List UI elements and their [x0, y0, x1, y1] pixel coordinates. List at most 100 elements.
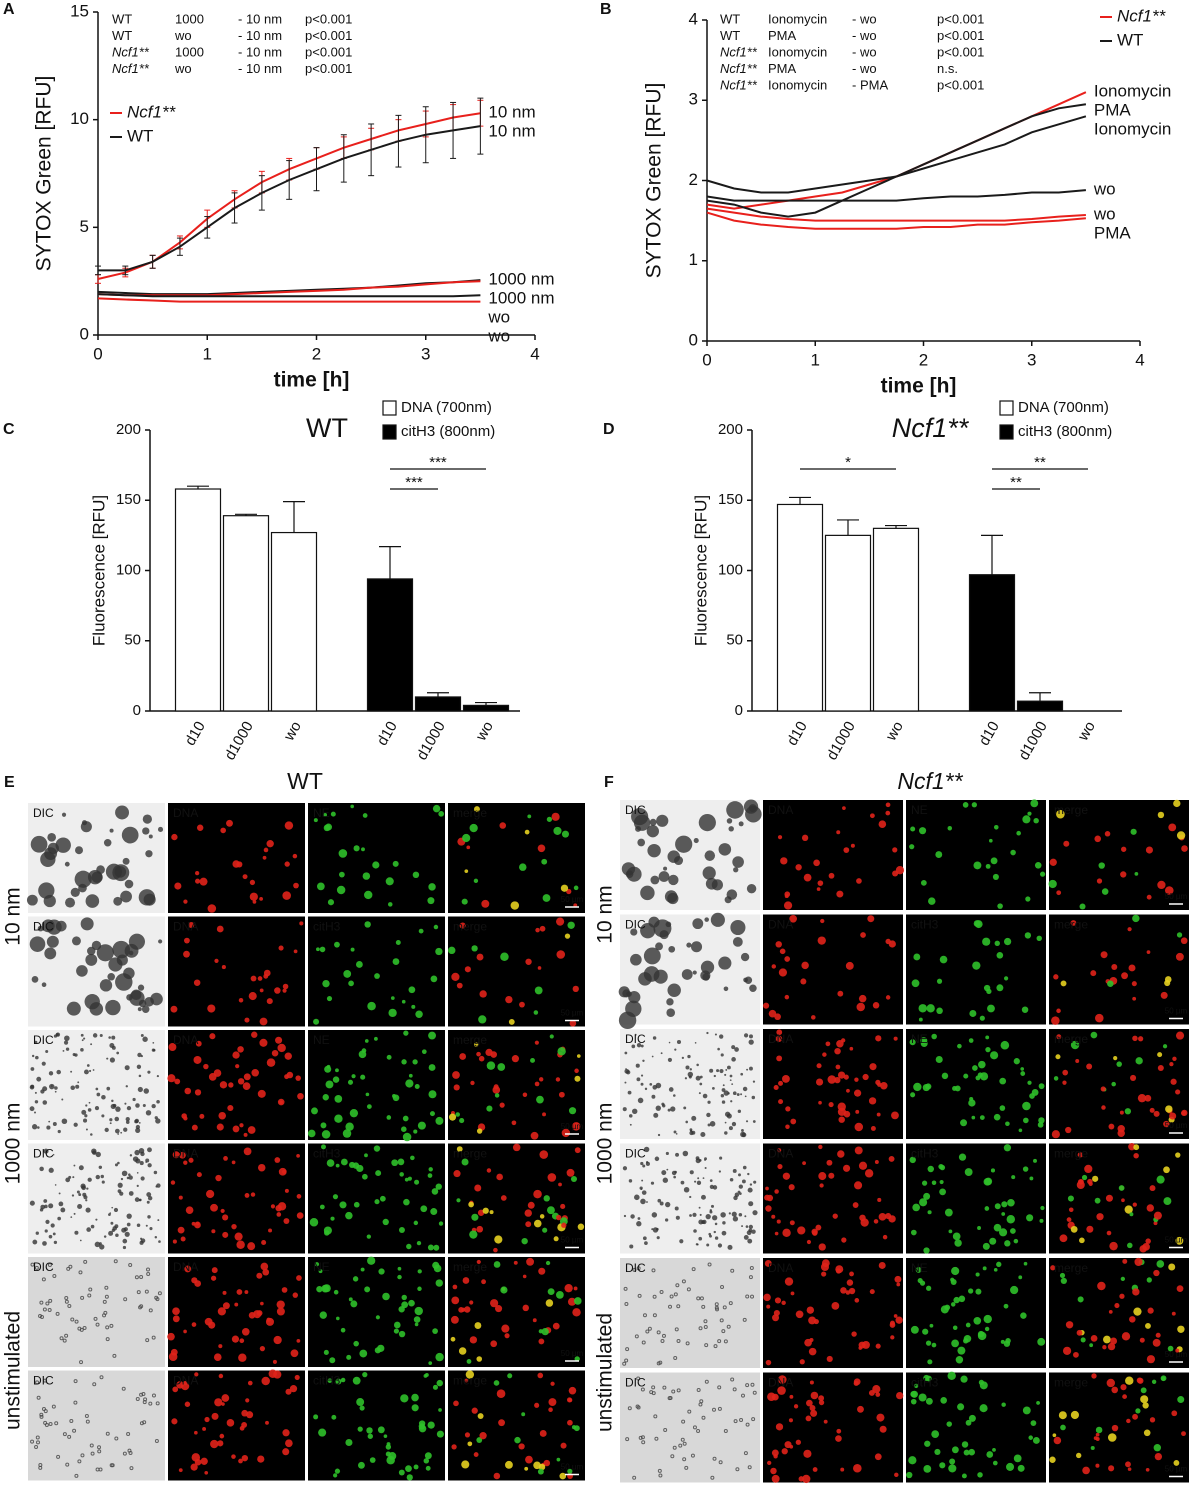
- series-line: [706, 189, 1086, 202]
- channel-label: merge: [453, 1147, 487, 1161]
- cell: [574, 1122, 581, 1129]
- dic-speck: [117, 1161, 120, 1165]
- cell: [1153, 1211, 1162, 1220]
- dic-speck: [81, 820, 88, 826]
- cell: [222, 1231, 229, 1238]
- cell: [172, 1307, 180, 1316]
- dic-speck: [63, 1040, 69, 1045]
- cell: [993, 1223, 1002, 1232]
- dic-speck: [722, 1305, 727, 1310]
- dic-speck: [710, 1204, 715, 1208]
- cell: [490, 1340, 498, 1348]
- dic-speck: [75, 1084, 80, 1089]
- dic-speck: [86, 1064, 90, 1067]
- cell: [819, 1183, 824, 1188]
- cell: [556, 1457, 561, 1462]
- cell: [781, 1074, 790, 1083]
- dic-speck: [732, 1091, 737, 1096]
- cell: [778, 968, 788, 977]
- dic-speck: [637, 1217, 641, 1220]
- dic-speck: [115, 1106, 121, 1112]
- cell: [931, 1342, 937, 1348]
- micrograph: DIC: [28, 1257, 165, 1367]
- cell: [574, 1075, 581, 1082]
- cell: [537, 1468, 544, 1475]
- cell: [432, 1384, 438, 1390]
- cell: [1138, 1036, 1144, 1042]
- bar: [462, 704, 510, 712]
- dic-speck: [39, 1412, 44, 1417]
- cell: [382, 1292, 390, 1301]
- cell: [795, 864, 802, 871]
- cell: [556, 917, 565, 926]
- cell: [1101, 1105, 1106, 1110]
- cell: [184, 1401, 191, 1407]
- dic-speck: [622, 989, 631, 998]
- dic-speck: [62, 1049, 65, 1052]
- channel-label: merge: [453, 1374, 487, 1388]
- dic-speck: [718, 843, 732, 856]
- cell: [1056, 1008, 1061, 1014]
- cell: [231, 1454, 236, 1459]
- cell: [878, 1212, 887, 1221]
- dic-speck: [43, 1148, 49, 1154]
- cell: [553, 826, 562, 835]
- dic-speck: [689, 1195, 692, 1199]
- cell: [1003, 1144, 1012, 1152]
- dic-speck: [121, 826, 139, 844]
- dic-speck: [139, 1275, 144, 1280]
- cell: [934, 1448, 941, 1456]
- cell: [366, 1234, 371, 1239]
- significance-label: ***: [405, 474, 423, 491]
- cell: [931, 1180, 937, 1185]
- dic-speck: [43, 1199, 48, 1203]
- cell: [764, 1259, 772, 1267]
- cell: [289, 1385, 298, 1393]
- cell: [805, 1415, 812, 1422]
- stats-text: Ionomycin: [768, 44, 827, 59]
- dic-speck: [670, 1106, 676, 1112]
- dic-speck: [111, 1206, 114, 1209]
- cell: [481, 899, 490, 908]
- micrograph: DNA: [763, 1143, 903, 1254]
- cell: [284, 861, 290, 867]
- dic-speck: [644, 1087, 648, 1091]
- micrograph-bg: [448, 803, 585, 913]
- cell: [451, 972, 460, 981]
- dic-speck: [658, 1473, 663, 1478]
- legend-label: citH3 (800nm): [401, 423, 495, 440]
- cell: [958, 1153, 967, 1161]
- scale-label: 50 µm: [1165, 1465, 1188, 1474]
- cell: [450, 1315, 459, 1324]
- dic-speck: [70, 1216, 73, 1218]
- dic-speck: [146, 1200, 150, 1204]
- cell: [1167, 1345, 1174, 1352]
- cell: [234, 1232, 243, 1241]
- cell: [1129, 1316, 1136, 1323]
- cell: [879, 1425, 887, 1433]
- cell: [910, 1398, 917, 1405]
- dic-speck: [110, 1103, 116, 1110]
- dic-speck: [636, 1376, 641, 1381]
- dic-speck: [722, 1221, 726, 1225]
- cell: [809, 1380, 814, 1385]
- stats-text: p<0.001: [305, 11, 352, 26]
- cell: [895, 866, 905, 875]
- cell: [470, 1080, 475, 1086]
- channel-label: DNA: [173, 806, 198, 820]
- micrograph: DIC: [620, 1143, 760, 1254]
- dic-speck: [147, 1195, 153, 1201]
- cell: [1124, 1108, 1132, 1115]
- micrograph-bg: [763, 914, 903, 1025]
- cell: [771, 964, 777, 969]
- cell: [962, 802, 969, 808]
- dic-speck: [743, 1451, 748, 1456]
- micrograph: DNA: [763, 1029, 903, 1139]
- x-tick-label: d10: [182, 718, 209, 748]
- cell: [541, 1327, 549, 1336]
- cell: [534, 1081, 540, 1087]
- micrograph-bg: [620, 1258, 760, 1368]
- cell: [910, 1390, 917, 1398]
- dic-speck: [743, 977, 748, 983]
- dic-speck: [136, 1290, 141, 1295]
